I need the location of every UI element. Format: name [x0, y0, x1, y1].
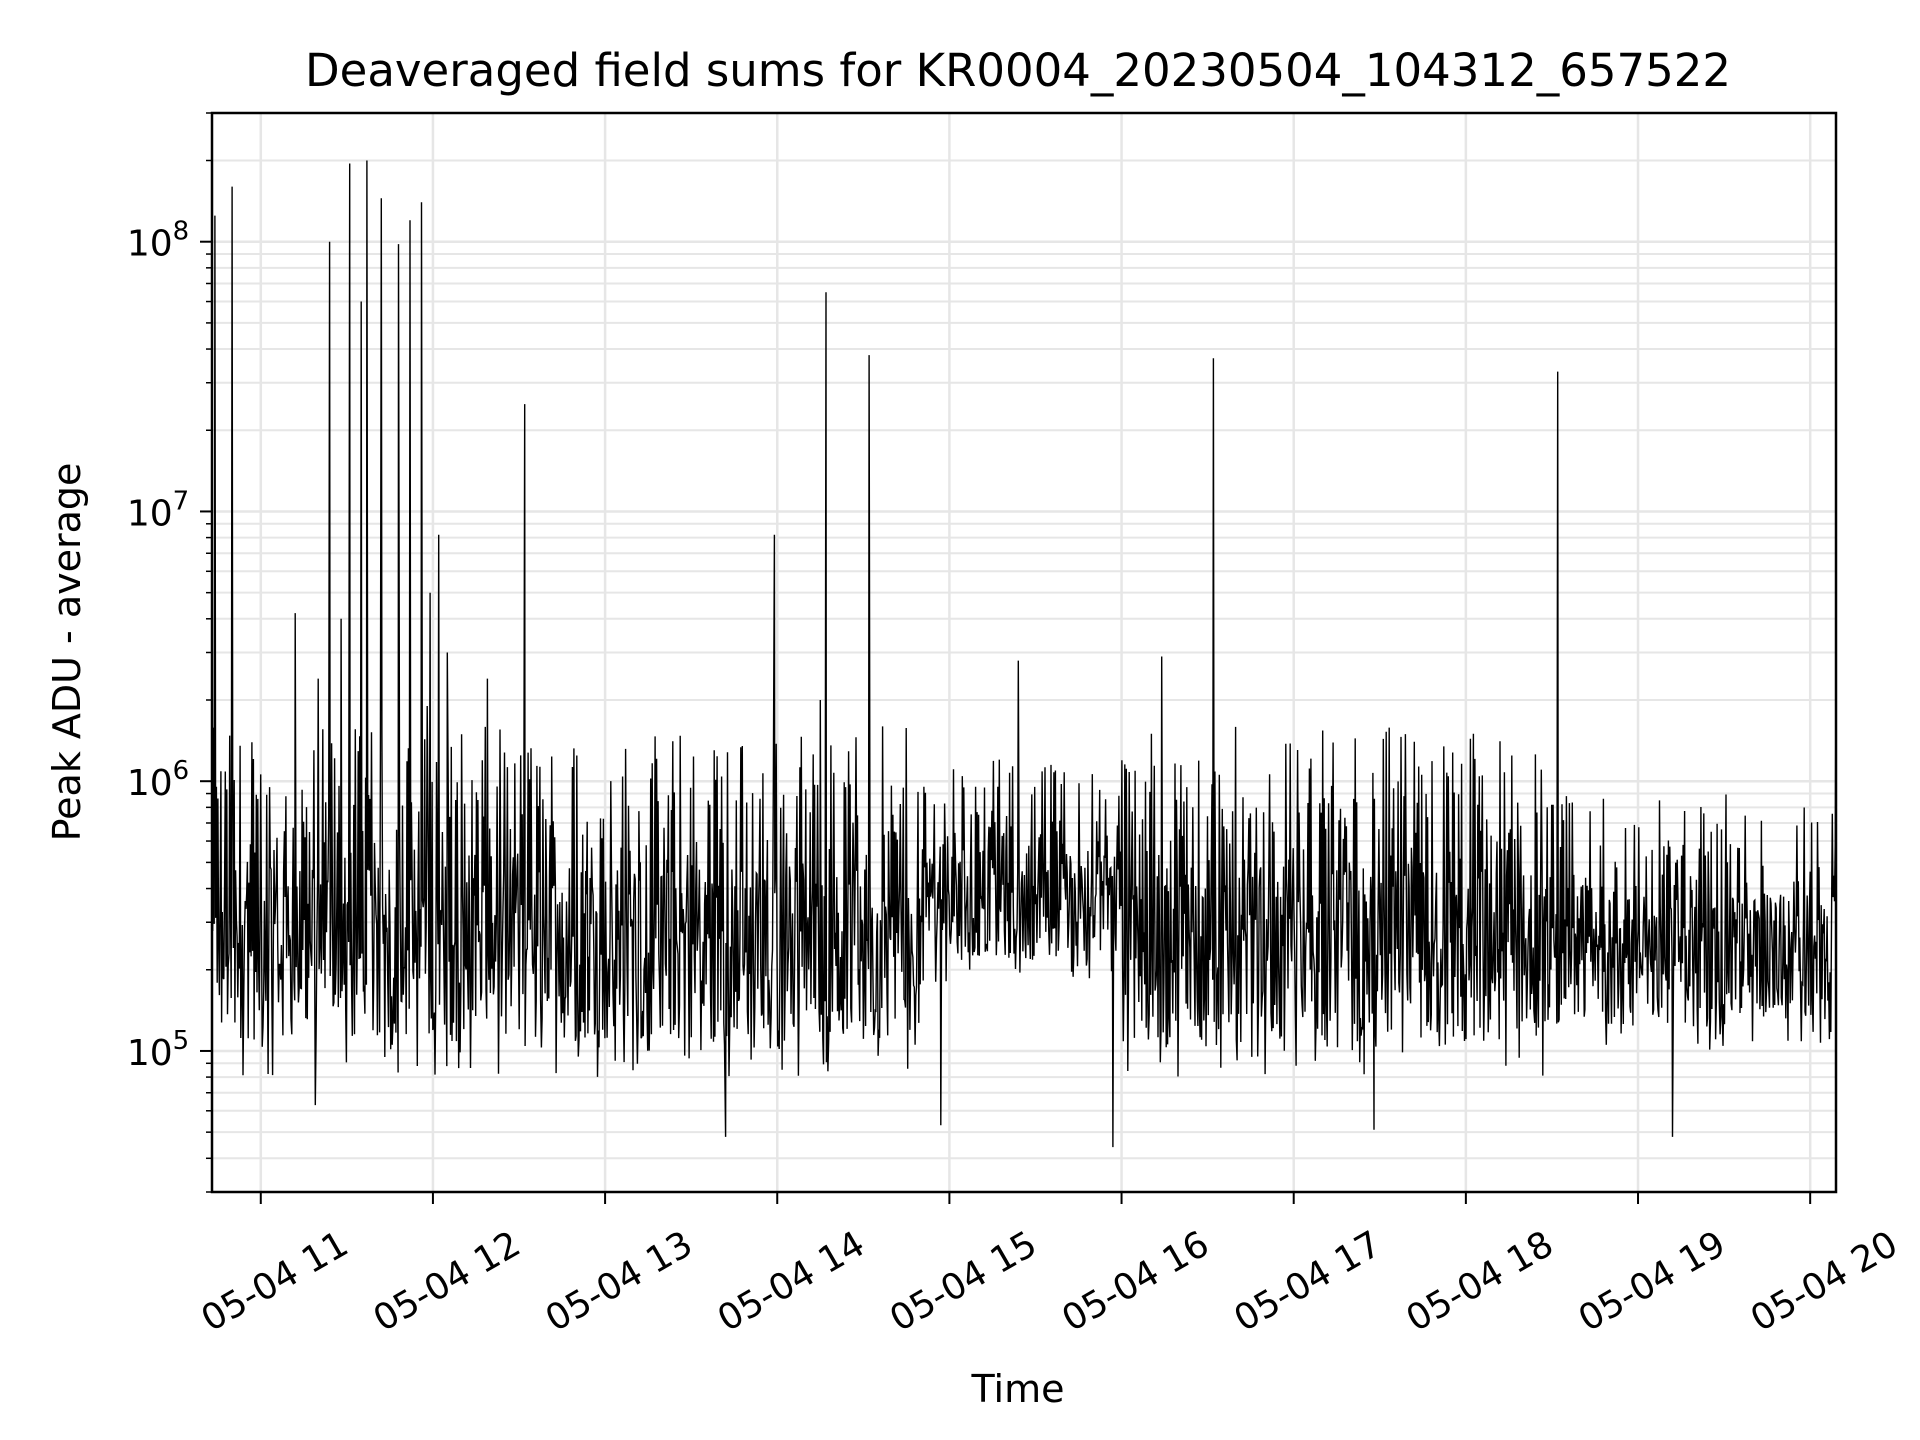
y-tick-label: 108: [127, 217, 189, 265]
y-tick-label: 106: [127, 756, 189, 804]
x-axis-label: Time: [971, 1367, 1065, 1411]
y-tick-label: 105: [127, 1026, 189, 1074]
chart-title: Deaveraged field sums for KR0004_2023050…: [305, 44, 1731, 97]
y-axis-label: Peak ADU - average: [45, 463, 89, 842]
data-series-line: [211, 160, 1837, 1148]
y-tick-label: 107: [127, 486, 189, 534]
